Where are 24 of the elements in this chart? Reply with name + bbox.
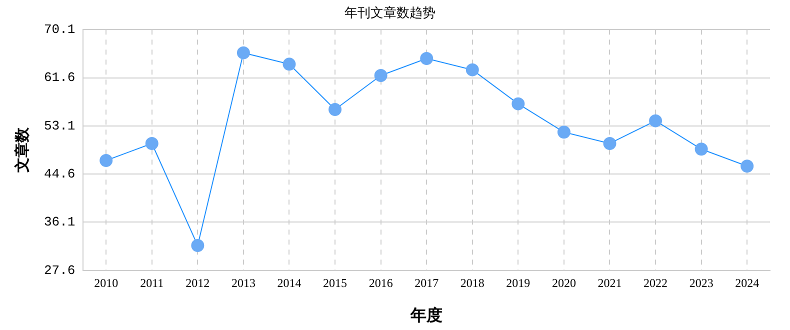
x-tick-label: 2017	[414, 276, 439, 290]
x-tick-label: 2013	[231, 276, 256, 290]
x-tick-label: 2012	[186, 276, 210, 290]
x-tick-label: 2019	[506, 276, 530, 290]
x-tick-label: 2023	[689, 276, 714, 290]
x-tick-label: 2020	[552, 276, 576, 290]
y-tick-label: 53.1	[44, 118, 76, 134]
y-axis-title: 文章数	[12, 126, 31, 174]
x-tick-label: 2015	[323, 276, 348, 290]
y-tick-label: 36.1	[44, 214, 76, 230]
x-tick-label: 2010	[94, 276, 118, 290]
y-tick-label: 44.6	[44, 166, 76, 182]
x-axis-title: 年度	[410, 306, 443, 325]
chart-title: 年刊文章数趋势	[344, 5, 436, 20]
x-tick-label: 2016	[368, 276, 393, 290]
x-tick-label: 2021	[598, 276, 622, 290]
x-tick-label: 2022	[644, 276, 668, 290]
x-tick-label: 2024	[735, 276, 760, 290]
x-tick-label: 2018	[460, 276, 484, 290]
x-tick-label: 2011	[140, 276, 164, 290]
y-tick-label: 27.6	[44, 262, 76, 278]
x-tick-label: 2014	[277, 276, 302, 290]
y-tick-label: 70.1	[44, 22, 76, 38]
y-tick-label: 61.6	[44, 70, 76, 86]
